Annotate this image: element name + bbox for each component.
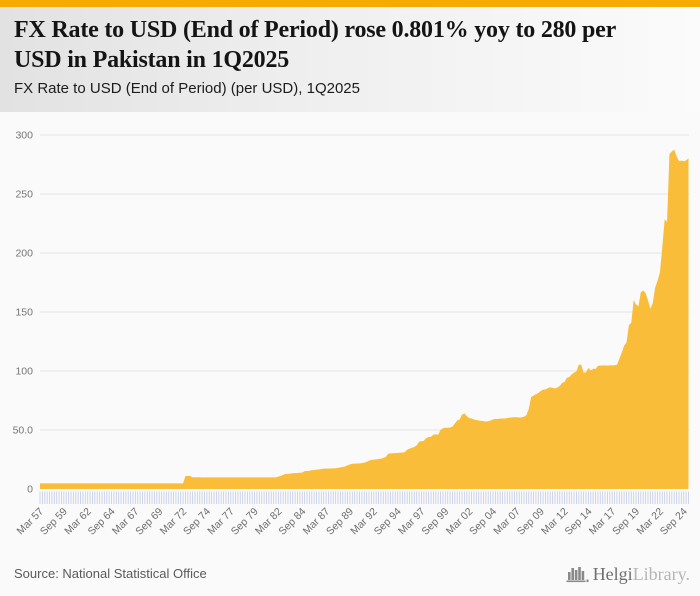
footer: Source: National Statistical Office Helg… (0, 560, 700, 586)
helgilibrary-logo[interactable]: HelgiLibrary. (566, 563, 690, 583)
header: FX Rate to USD (End of Period) rose 0.80… (0, 7, 700, 112)
svg-text:300: 300 (15, 130, 33, 142)
logo-wordmark: HelgiLibrary. (593, 565, 690, 583)
bar-chart-icon (566, 567, 589, 583)
svg-text:0: 0 (27, 484, 33, 496)
svg-text:Sep 24: Sep 24 (658, 506, 690, 538)
logo-helgi: Helgi (592, 564, 633, 584)
page-title: FX Rate to USD (End of Period) rose 0.80… (14, 17, 616, 73)
svg-text:150: 150 (15, 307, 33, 319)
accent-bar (0, 0, 700, 7)
svg-text:100: 100 (15, 366, 33, 378)
logo-library: Library. (632, 564, 690, 584)
source-note: Source: National Statistical Office (14, 565, 207, 581)
chart-subtitle: FX Rate to USD (End of Period) (per USD)… (14, 80, 360, 97)
chart-card: FX Rate to USD (End of Period) rose 0.80… (0, 0, 700, 583)
svg-text:250: 250 (15, 189, 33, 201)
svg-text:50.0: 50.0 (13, 425, 34, 437)
chart-area: 0 50.0 100 150 200 250 300 Mar 57 Sep 59 Mar 62 Se… (0, 112, 700, 548)
svg-text:200: 200 (15, 248, 33, 260)
